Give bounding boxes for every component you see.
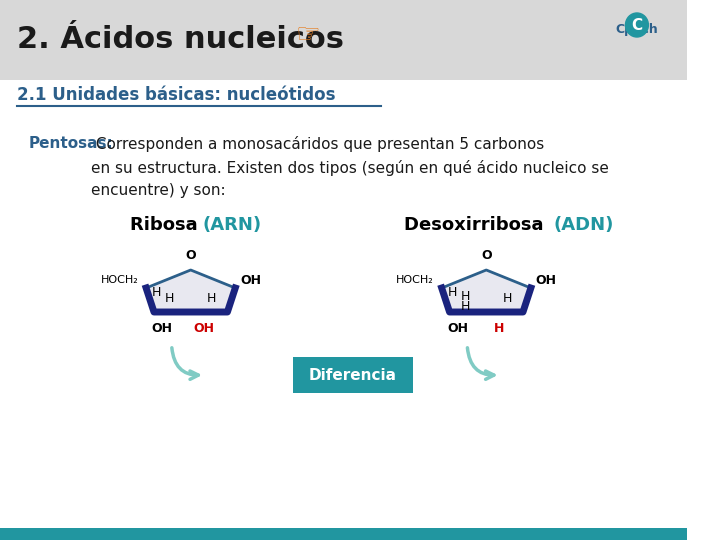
Text: Desoxirribosa: Desoxirribosa xyxy=(404,216,549,234)
Text: H: H xyxy=(503,292,512,305)
FancyBboxPatch shape xyxy=(293,357,413,393)
Text: OH: OH xyxy=(151,322,172,335)
FancyBboxPatch shape xyxy=(0,528,686,540)
Text: C: C xyxy=(631,17,642,32)
Text: HOCH₂: HOCH₂ xyxy=(101,275,138,285)
Text: (ARN): (ARN) xyxy=(202,216,261,234)
Text: OH: OH xyxy=(447,322,468,335)
Text: OH: OH xyxy=(536,273,557,287)
Text: 2.1 Unidades básicas: nucleótidos: 2.1 Unidades básicas: nucleótidos xyxy=(17,86,336,104)
Text: (ADN): (ADN) xyxy=(554,216,613,234)
Text: H: H xyxy=(461,289,470,302)
Polygon shape xyxy=(146,270,235,312)
Text: 2. Ácidos nucleicos: 2. Ácidos nucleicos xyxy=(17,25,344,55)
Text: H: H xyxy=(494,322,505,335)
Text: O: O xyxy=(185,249,196,262)
Text: Pentosas:: Pentosas: xyxy=(29,136,113,151)
Text: Cpech: Cpech xyxy=(615,24,658,37)
Text: O: O xyxy=(481,249,492,262)
Text: Ribosa: Ribosa xyxy=(130,216,204,234)
Text: H: H xyxy=(207,292,216,305)
Text: OH: OH xyxy=(193,322,215,335)
FancyBboxPatch shape xyxy=(0,0,686,80)
Circle shape xyxy=(626,13,649,37)
Text: H: H xyxy=(165,292,174,305)
FancyArrowPatch shape xyxy=(172,348,198,379)
Polygon shape xyxy=(441,270,531,312)
Text: Diferencia: Diferencia xyxy=(309,368,397,382)
Text: Corresponden a monosacáridos que presentan 5 carbonos
en su estructura. Existen : Corresponden a monosacáridos que present… xyxy=(91,136,608,198)
FancyArrowPatch shape xyxy=(467,348,494,379)
Text: H: H xyxy=(461,300,470,313)
Text: H: H xyxy=(448,287,457,300)
Text: H: H xyxy=(152,287,161,300)
Text: ☞: ☞ xyxy=(296,21,320,49)
Text: HOCH₂: HOCH₂ xyxy=(396,275,434,285)
Text: OH: OH xyxy=(240,273,261,287)
